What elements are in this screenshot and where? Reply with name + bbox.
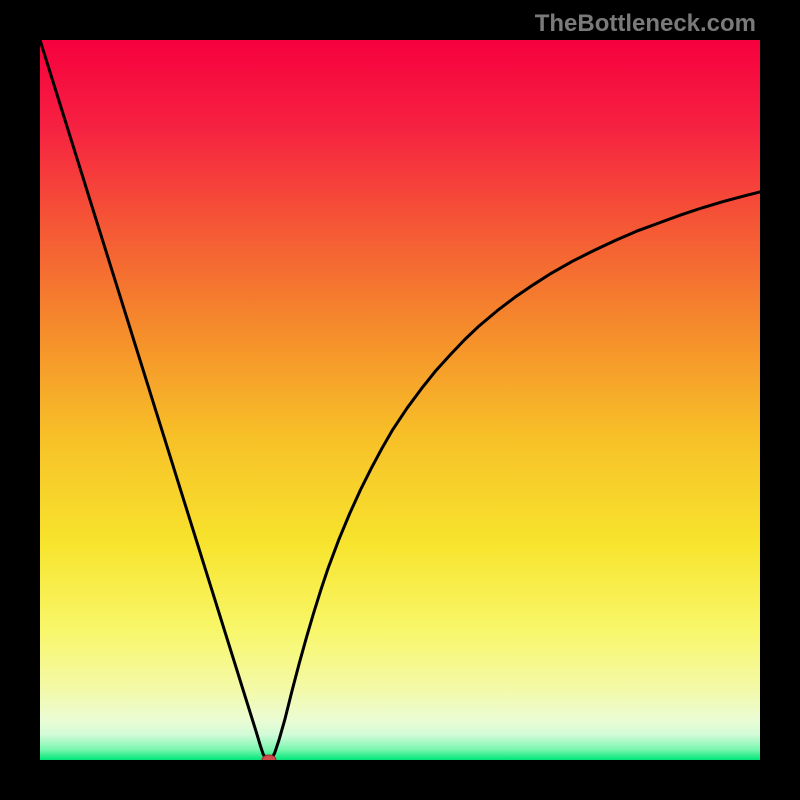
- plot-area: [40, 40, 760, 760]
- watermark-text: TheBottleneck.com: [535, 10, 756, 38]
- bottleneck-chart: TheBottleneck.com: [0, 0, 800, 800]
- plot-background: [40, 40, 760, 760]
- plot-svg: [40, 40, 760, 760]
